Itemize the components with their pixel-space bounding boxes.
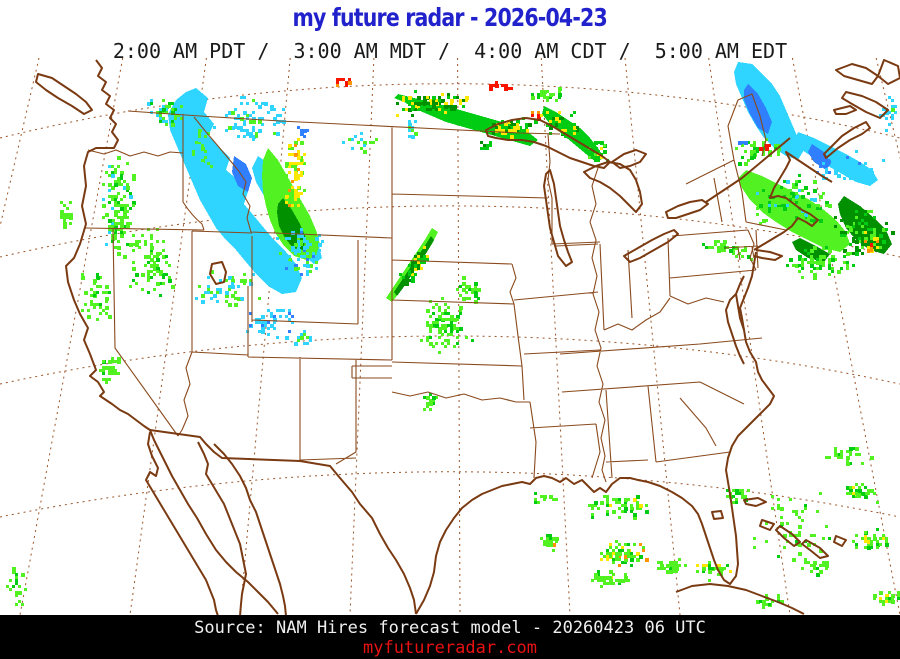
long-island	[753, 249, 783, 261]
footer-bar: Source: NAM Hires forecast model - 20260…	[0, 615, 900, 659]
pacific-coast	[65, 59, 279, 615]
new-england-coast	[753, 151, 833, 251]
maritimes	[833, 59, 900, 119]
valid-time-label: 2:00 AM PDT / 3:00 AM MDT / 4:00 AM CDT …	[112, 39, 788, 63]
page-title: my future radar - 2026-04-23	[292, 3, 608, 32]
lake-erie	[623, 229, 679, 263]
us-mexico-border	[149, 429, 417, 615]
radar-cells-layer	[6, 62, 900, 609]
chesapeake-bay	[725, 275, 745, 365]
baja-outer	[145, 431, 219, 617]
lake-ontario	[665, 199, 709, 219]
lake-okeechobee	[711, 510, 724, 520]
baja-inner	[197, 441, 247, 617]
st-lawrence-river	[705, 137, 791, 203]
header: my future radar - 2026-04-23 2:00 AM PDT…	[0, 0, 900, 63]
great-salt-lake	[209, 261, 227, 285]
bahamas	[743, 497, 847, 559]
coastlines	[35, 59, 900, 617]
vancouver-island	[35, 73, 93, 115]
state-borders	[83, 93, 787, 483]
nova-scotia	[823, 121, 871, 159]
website-link[interactable]: myfutureradar.com	[363, 638, 537, 658]
gulf-atlantic-coast	[415, 251, 775, 615]
lake-superior	[485, 117, 611, 169]
cuba	[675, 583, 805, 615]
lake-michigan	[543, 169, 573, 267]
mexico-mainland	[213, 443, 287, 617]
lake-huron	[583, 149, 647, 213]
model-source-label: Source: NAM Hires forecast model - 20260…	[194, 618, 706, 638]
